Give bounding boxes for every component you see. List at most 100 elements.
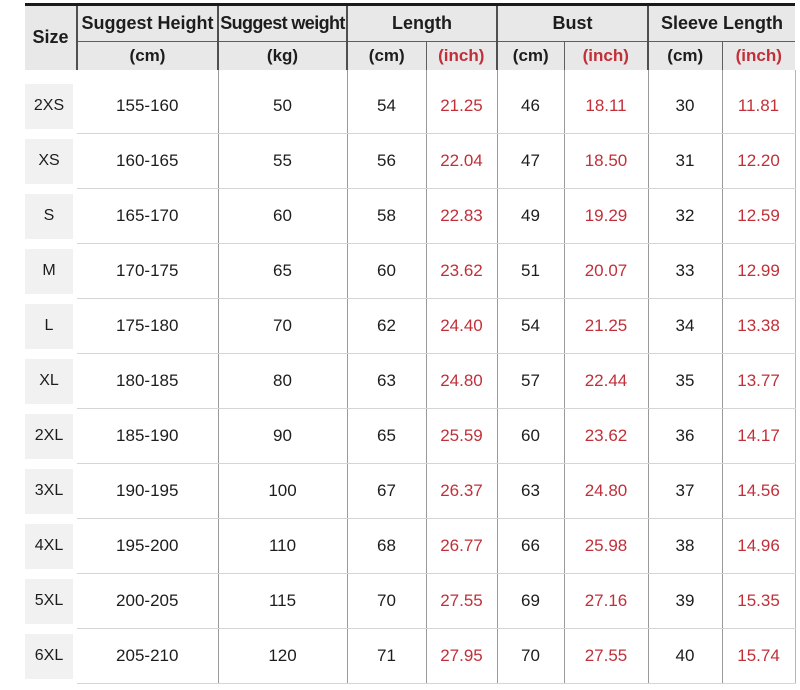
unit-length-inch: (inch) [426, 41, 498, 70]
cell-bust-cm: 69 [497, 573, 565, 629]
size-table-body: 2XS 155-160 50 54 21.25 46 18.11 30 11.81 XS 160-1… [25, 69, 796, 684]
cell-sleeve-inch: 13.77 [722, 353, 796, 409]
header-body-gap [25, 69, 796, 79]
table-row: 3XL 190-195 100 67 26.37 63 24.80 37 14.56 [25, 463, 796, 519]
cell-bust-cm: 51 [497, 243, 565, 299]
cell-sleeve-inch: 14.96 [722, 518, 796, 574]
cell-height-cm: 170-175 [77, 243, 219, 299]
cell-height-cm: 185-190 [77, 408, 219, 464]
cell-sleeve-inch: 12.99 [722, 243, 796, 299]
cell-sleeve-cm: 30 [648, 78, 723, 134]
cell-length-inch: 23.62 [426, 243, 498, 299]
size-label: L [25, 303, 73, 349]
unit-bust-inch: (inch) [564, 41, 649, 70]
cell-size: 2XL [25, 409, 77, 464]
size-label: S [25, 193, 73, 239]
cell-height-cm: 180-185 [77, 353, 219, 409]
cell-size: 4XL [25, 519, 77, 574]
cell-weight-kg: 65 [218, 243, 348, 299]
cell-height-cm: 175-180 [77, 298, 219, 354]
cell-weight-kg: 115 [218, 573, 348, 629]
cell-length-inch: 24.80 [426, 353, 498, 409]
cell-size: S [25, 189, 77, 244]
cell-length-cm: 67 [347, 463, 427, 519]
col-header-suggest-height: Suggest Height [77, 4, 219, 42]
cell-length-cm: 54 [347, 78, 427, 134]
cell-height-cm: 190-195 [77, 463, 219, 519]
unit-bust-cm: (cm) [497, 41, 565, 70]
unit-weight-kg: (kg) [218, 41, 348, 70]
cell-length-cm: 62 [347, 298, 427, 354]
table-row: 2XL 185-190 90 65 25.59 60 23.62 36 14.17 [25, 408, 796, 464]
cell-bust-inch: 22.44 [564, 353, 649, 409]
cell-bust-cm: 49 [497, 188, 565, 244]
cell-sleeve-inch: 14.17 [722, 408, 796, 464]
cell-weight-kg: 55 [218, 133, 348, 189]
size-label: XS [25, 138, 73, 184]
cell-length-inch: 24.40 [426, 298, 498, 354]
col-header-length: Length [347, 4, 498, 42]
cell-bust-inch: 27.55 [564, 628, 649, 684]
cell-bust-inch: 19.29 [564, 188, 649, 244]
cell-bust-inch: 25.98 [564, 518, 649, 574]
unit-sleeve-cm: (cm) [648, 41, 723, 70]
cell-length-cm: 68 [347, 518, 427, 574]
cell-height-cm: 200-205 [77, 573, 219, 629]
cell-size: XS [25, 134, 77, 189]
cell-height-cm: 195-200 [77, 518, 219, 574]
cell-sleeve-cm: 33 [648, 243, 723, 299]
cell-bust-inch: 24.80 [564, 463, 649, 519]
size-label: 5XL [25, 578, 73, 624]
cell-length-inch: 26.37 [426, 463, 498, 519]
table-row: 4XL 195-200 110 68 26.77 66 25.98 38 14.96 [25, 518, 796, 574]
cell-sleeve-inch: 14.56 [722, 463, 796, 519]
cell-length-cm: 70 [347, 573, 427, 629]
cell-bust-cm: 60 [497, 408, 565, 464]
cell-height-cm: 155-160 [77, 78, 219, 134]
cell-length-inch: 21.25 [426, 78, 498, 134]
table-header: Size Suggest Height Suggest weight Lengt… [25, 4, 796, 70]
size-chart-table: Size Suggest Height Suggest weight Lengt… [25, 3, 796, 684]
unit-sleeve-inch: (inch) [722, 41, 796, 70]
cell-sleeve-cm: 37 [648, 463, 723, 519]
cell-sleeve-inch: 15.74 [722, 628, 796, 684]
cell-bust-inch: 23.62 [564, 408, 649, 464]
cell-sleeve-cm: 39 [648, 573, 723, 629]
cell-weight-kg: 100 [218, 463, 348, 519]
cell-sleeve-inch: 12.59 [722, 188, 796, 244]
cell-size: M [25, 244, 77, 299]
table-row: 5XL 200-205 115 70 27.55 69 27.16 39 15.35 [25, 573, 796, 629]
size-label: M [25, 248, 73, 294]
table-row: 6XL 205-210 120 71 27.95 70 27.55 40 15.74 [25, 628, 796, 684]
cell-bust-cm: 57 [497, 353, 565, 409]
col-header-suggest-weight: Suggest weight [218, 4, 348, 42]
col-header-bust: Bust [497, 4, 649, 42]
cell-bust-inch: 21.25 [564, 298, 649, 354]
cell-height-cm: 160-165 [77, 133, 219, 189]
cell-length-inch: 22.04 [426, 133, 498, 189]
cell-sleeve-cm: 32 [648, 188, 723, 244]
cell-bust-inch: 18.50 [564, 133, 649, 189]
table-row: M 170-175 65 60 23.62 51 20.07 33 12.99 [25, 243, 796, 299]
cell-sleeve-inch: 15.35 [722, 573, 796, 629]
cell-weight-kg: 80 [218, 353, 348, 409]
cell-size: 6XL [25, 629, 77, 684]
header-row-units: (cm) (kg) (cm) (inch) (cm) (inch) (cm) (… [25, 41, 796, 70]
cell-length-cm: 56 [347, 133, 427, 189]
cell-length-inch: 25.59 [426, 408, 498, 464]
cell-weight-kg: 50 [218, 78, 348, 134]
cell-length-cm: 60 [347, 243, 427, 299]
cell-size: 2XS [25, 79, 77, 134]
cell-sleeve-cm: 36 [648, 408, 723, 464]
cell-size: 3XL [25, 464, 77, 519]
cell-weight-kg: 110 [218, 518, 348, 574]
size-label: XL [25, 358, 73, 404]
size-label: 3XL [25, 468, 73, 514]
size-label: 4XL [25, 523, 73, 569]
cell-sleeve-inch: 13.38 [722, 298, 796, 354]
cell-length-inch: 27.95 [426, 628, 498, 684]
cell-bust-inch: 18.11 [564, 78, 649, 134]
cell-height-cm: 205-210 [77, 628, 219, 684]
cell-bust-cm: 47 [497, 133, 565, 189]
